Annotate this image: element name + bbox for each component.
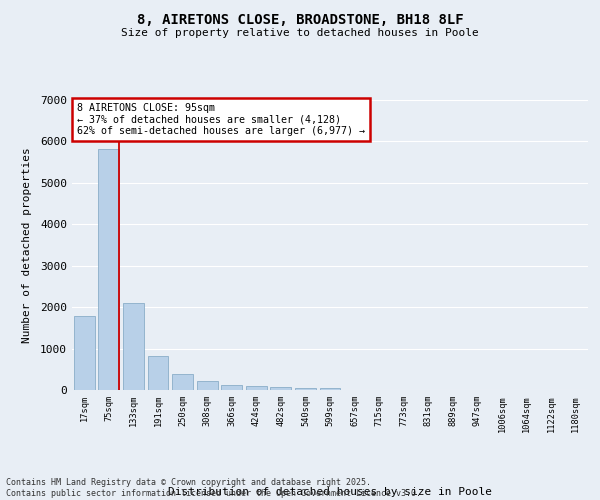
Bar: [320, 388, 340, 390]
Bar: [295, 388, 316, 390]
Bar: [197, 382, 218, 390]
Bar: [123, 304, 144, 390]
Text: 8 AIRETONS CLOSE: 95sqm
← 37% of detached houses are smaller (4,128)
62% of semi: 8 AIRETONS CLOSE: 95sqm ← 37% of detache…: [77, 103, 365, 136]
Bar: [221, 384, 242, 390]
Bar: [148, 356, 169, 390]
Bar: [172, 374, 193, 390]
Text: Size of property relative to detached houses in Poole: Size of property relative to detached ho…: [121, 28, 479, 38]
Y-axis label: Number of detached properties: Number of detached properties: [22, 147, 32, 343]
Bar: [74, 316, 95, 390]
Text: 8, AIRETONS CLOSE, BROADSTONE, BH18 8LF: 8, AIRETONS CLOSE, BROADSTONE, BH18 8LF: [137, 12, 463, 26]
Bar: [98, 149, 119, 390]
Bar: [271, 387, 292, 390]
Text: Contains HM Land Registry data © Crown copyright and database right 2025.
Contai: Contains HM Land Registry data © Crown c…: [6, 478, 421, 498]
Bar: [246, 386, 267, 390]
X-axis label: Distribution of detached houses by size in Poole: Distribution of detached houses by size …: [168, 487, 492, 497]
